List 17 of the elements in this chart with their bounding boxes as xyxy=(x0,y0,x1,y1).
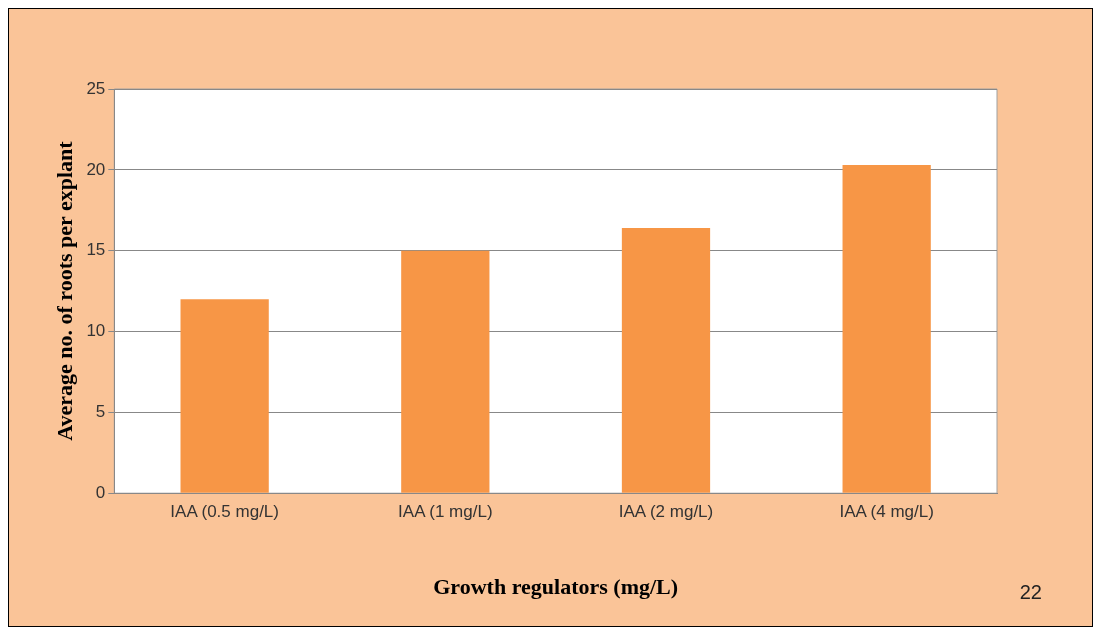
bar xyxy=(401,250,490,493)
x-tick-label: IAA (0.5 mg/L) xyxy=(170,502,279,522)
y-tick-label: 0 xyxy=(95,482,106,502)
y-axis-title: Average no. of roots per explant xyxy=(51,140,77,441)
y-tick-label: 25 xyxy=(86,78,106,98)
x-tick-label: IAA (1 mg/L) xyxy=(398,502,493,522)
x-tick-label: IAA (4 mg/L) xyxy=(839,502,934,522)
bar xyxy=(621,228,711,493)
x-axis-title: Growth regulators (mg/L) xyxy=(433,574,679,600)
y-tick-label: 15 xyxy=(86,240,106,260)
bar xyxy=(180,299,269,493)
bar xyxy=(842,164,931,493)
x-tick-label: IAA (2 mg/L) xyxy=(618,502,714,522)
text: 22 xyxy=(1019,581,1042,604)
y-tick-label: 10 xyxy=(86,321,106,341)
y-tick-label: 5 xyxy=(95,402,106,422)
y-tick-label: 20 xyxy=(86,159,106,179)
